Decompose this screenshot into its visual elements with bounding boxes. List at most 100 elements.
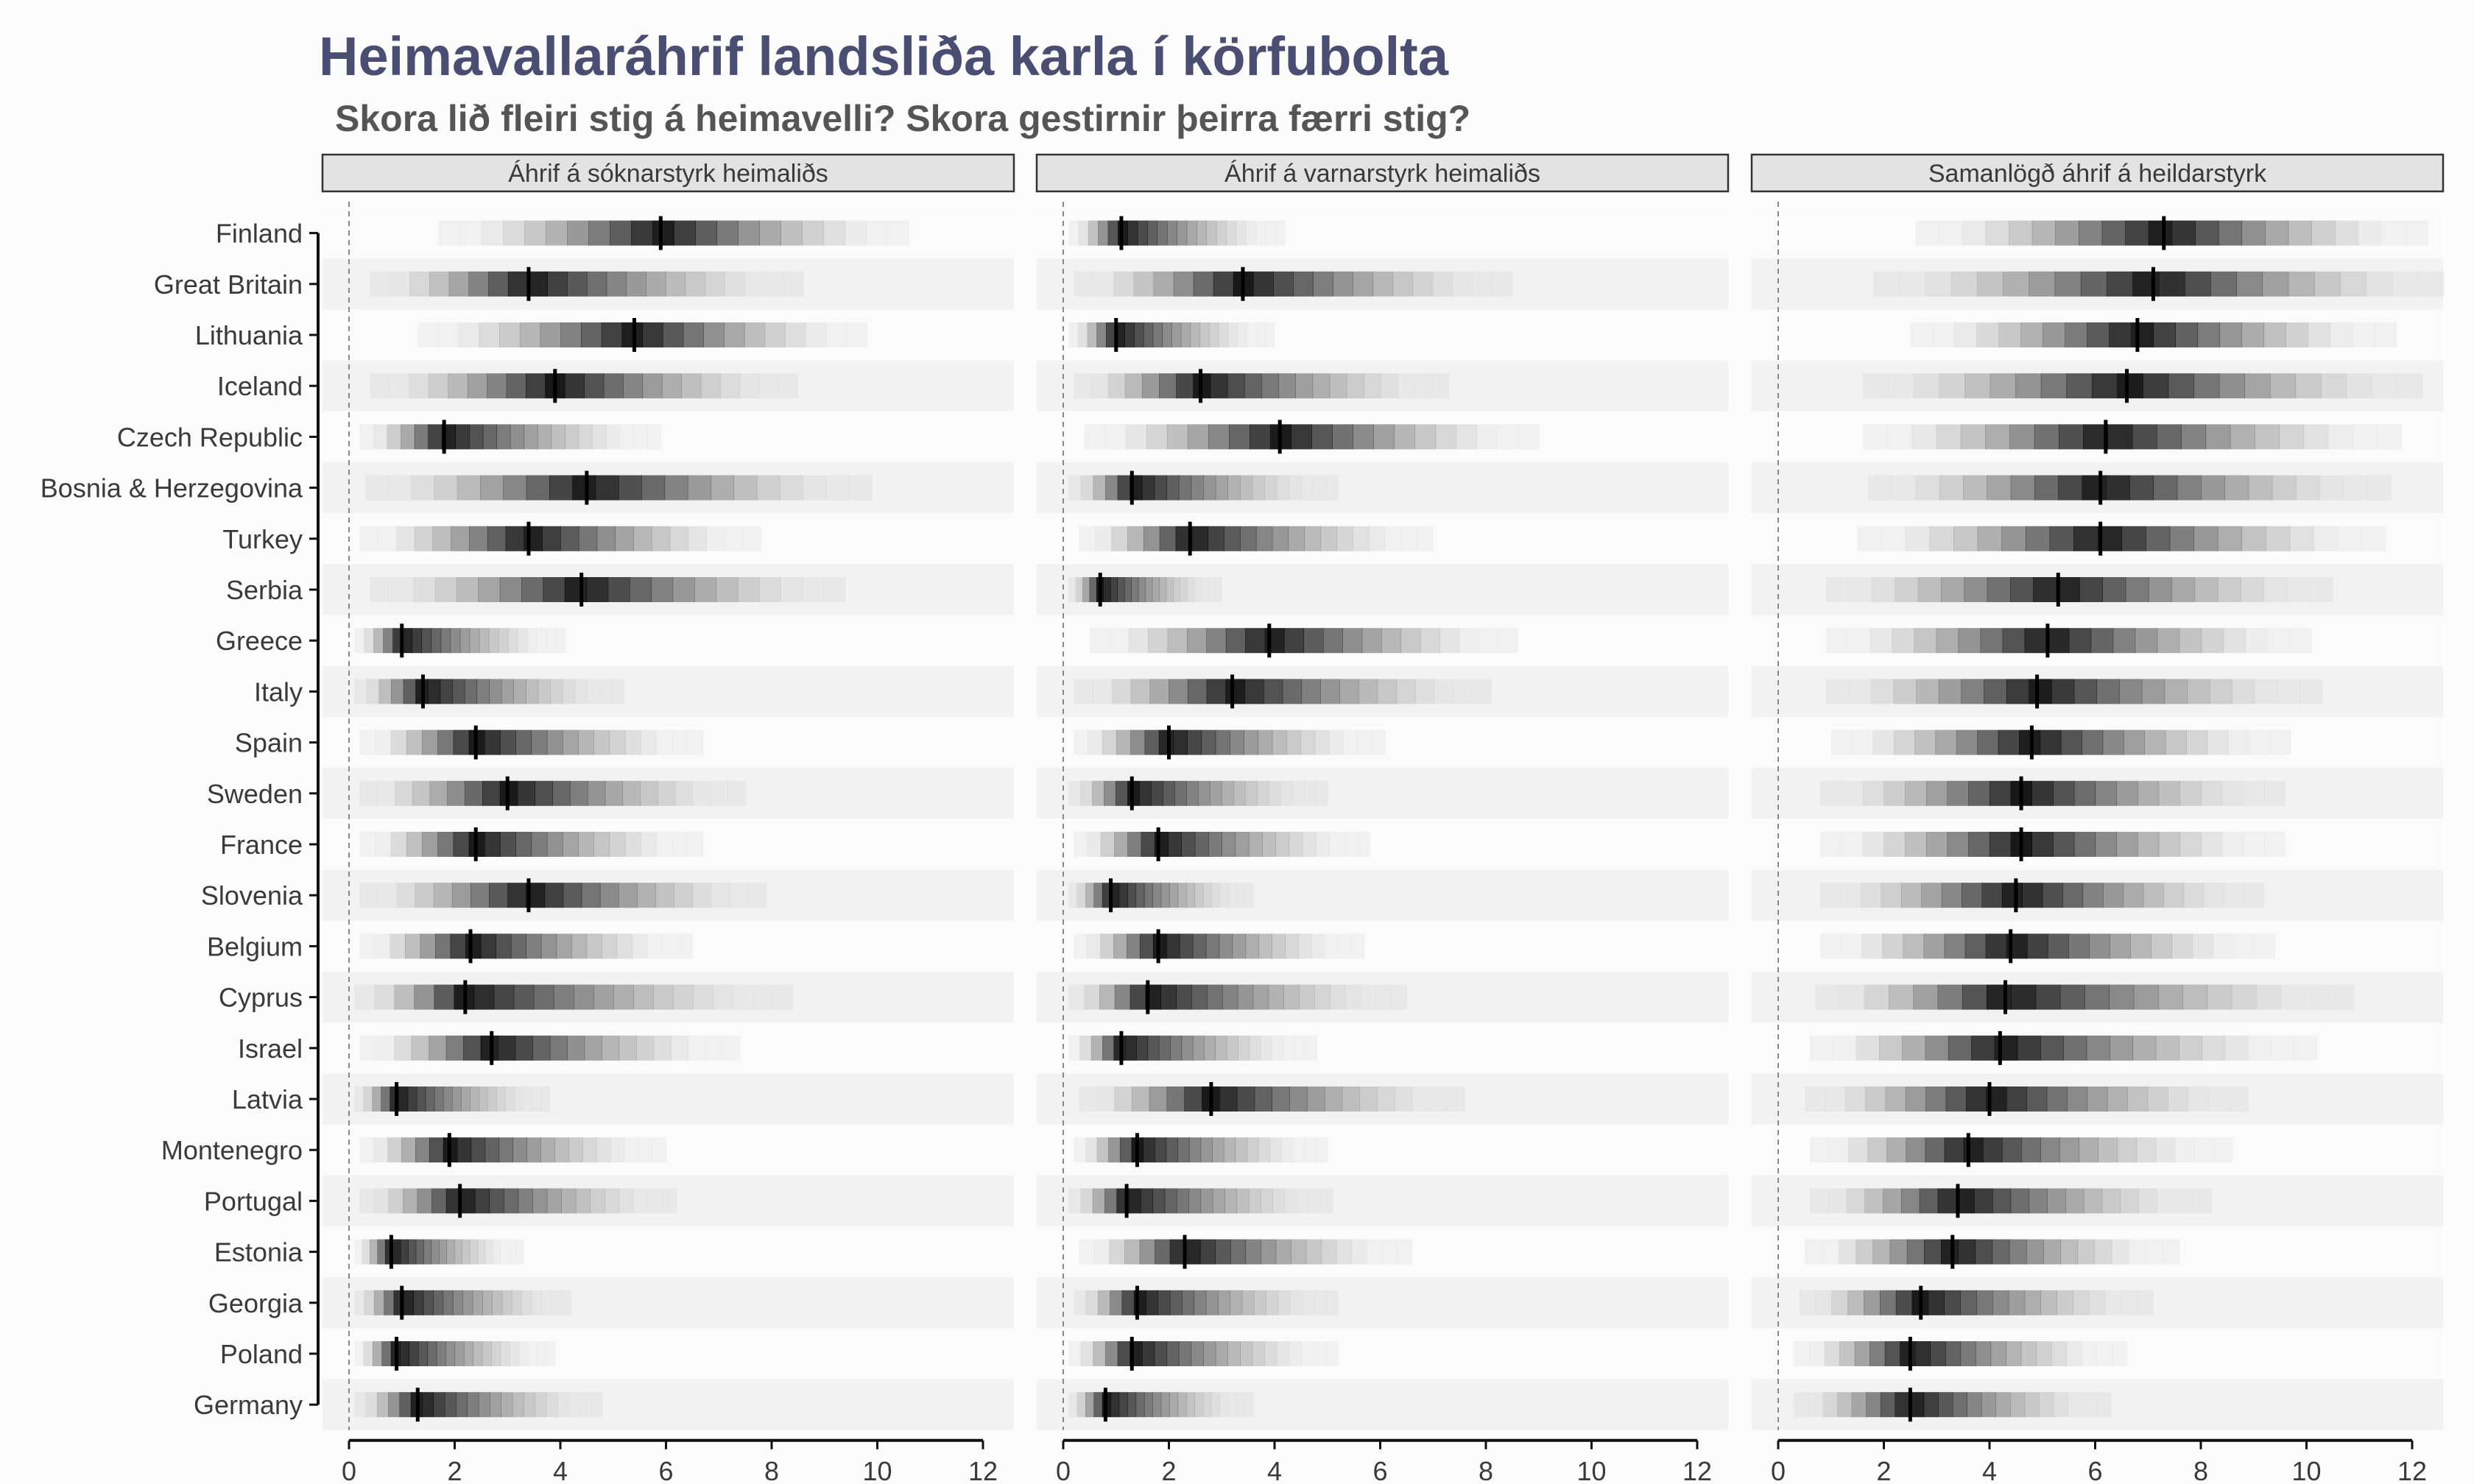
interval-segment bbox=[467, 373, 487, 399]
interval-segment bbox=[2264, 832, 2286, 857]
interval-segment bbox=[581, 883, 601, 908]
interval-segment bbox=[641, 475, 666, 501]
interval-segment bbox=[1377, 1086, 1395, 1112]
interval-segment bbox=[1952, 1392, 1967, 1418]
interval-segment bbox=[1994, 1035, 2018, 1061]
interval-segment bbox=[1197, 780, 1210, 806]
interval-segment bbox=[428, 424, 443, 450]
interval-segment bbox=[1141, 1188, 1153, 1214]
interval-segment bbox=[1881, 526, 1906, 551]
interval-segment bbox=[2010, 1188, 2030, 1214]
interval-segment bbox=[642, 322, 663, 347]
row-band bbox=[1037, 1226, 1728, 1278]
interval-segment bbox=[412, 780, 431, 806]
interval-segment bbox=[451, 883, 471, 908]
interval-segment bbox=[550, 679, 563, 704]
interval-segment bbox=[1439, 628, 1460, 654]
x-tick-label: 10 bbox=[1576, 1456, 1606, 1484]
interval-segment bbox=[2143, 883, 2164, 908]
interval-segment bbox=[1292, 1137, 1305, 1163]
interval-segment bbox=[1206, 628, 1227, 654]
row-band bbox=[323, 462, 1014, 514]
interval-segment bbox=[378, 883, 398, 908]
interval-segment bbox=[1130, 729, 1146, 755]
interval-segment bbox=[1199, 1239, 1216, 1265]
interval-segment bbox=[2193, 526, 2219, 551]
interval-segment bbox=[479, 628, 490, 654]
interval-segment bbox=[1275, 1239, 1291, 1265]
interval-segment bbox=[1102, 729, 1117, 755]
interval-segment bbox=[2049, 526, 2074, 551]
interval-segment bbox=[1110, 883, 1120, 908]
interval-segment bbox=[1110, 577, 1118, 602]
interval-segment bbox=[582, 1137, 597, 1163]
interval-segment bbox=[1820, 832, 1842, 857]
interval-segment bbox=[1209, 780, 1222, 806]
interval-segment bbox=[2313, 271, 2341, 297]
interval-segment bbox=[1143, 1137, 1155, 1163]
interval-segment bbox=[1839, 1239, 1856, 1265]
interval-segment bbox=[1272, 526, 1289, 551]
interval-segment bbox=[1833, 1035, 1857, 1061]
interval-segment bbox=[624, 729, 641, 755]
interval-segment bbox=[2294, 1035, 2318, 1061]
interval-segment bbox=[596, 526, 616, 551]
interval-segment bbox=[1895, 1290, 1913, 1315]
interval-segment bbox=[1980, 628, 2003, 654]
interval-segment bbox=[724, 322, 745, 347]
interval-segment bbox=[2033, 577, 2057, 602]
interval-segment bbox=[1258, 1137, 1271, 1163]
interval-segment bbox=[513, 984, 535, 1010]
interval-segment bbox=[471, 1137, 486, 1163]
interval-segment bbox=[469, 1239, 478, 1265]
interval-segment bbox=[1313, 271, 1333, 297]
interval-segment bbox=[354, 679, 367, 704]
interval-segment bbox=[469, 526, 488, 551]
country-label: Germany bbox=[194, 1390, 303, 1420]
interval-segment bbox=[1396, 679, 1416, 704]
interval-segment bbox=[496, 1086, 506, 1112]
interval-segment bbox=[374, 984, 395, 1010]
interval-segment bbox=[1432, 271, 1453, 297]
interval-segment bbox=[1299, 984, 1315, 1010]
interval-segment bbox=[2227, 729, 2249, 755]
interval-segment bbox=[1320, 526, 1337, 551]
interval-segment bbox=[706, 526, 725, 551]
interval-segment bbox=[1867, 1137, 1888, 1163]
interval-segment bbox=[549, 475, 573, 501]
interval-segment bbox=[1873, 271, 1900, 297]
interval-segment bbox=[390, 729, 407, 755]
interval-segment bbox=[1093, 1392, 1103, 1418]
row-band bbox=[323, 564, 1014, 615]
interval-segment bbox=[2313, 526, 2339, 551]
interval-segment bbox=[1240, 475, 1253, 501]
interval-segment bbox=[674, 780, 694, 806]
interval-segment bbox=[1230, 729, 1244, 755]
interval-segment bbox=[2353, 424, 2378, 450]
interval-segment bbox=[1240, 1341, 1253, 1366]
interval-segment bbox=[1255, 220, 1266, 246]
interval-segment bbox=[1373, 424, 1395, 450]
interval-segment bbox=[1889, 1239, 1908, 1265]
interval-segment bbox=[1415, 679, 1435, 704]
interval-segment bbox=[1208, 424, 1230, 450]
interval-segment bbox=[560, 1290, 571, 1315]
interval-segment bbox=[1286, 729, 1301, 755]
interval-segment bbox=[1261, 1188, 1273, 1214]
country-label: Estonia bbox=[214, 1237, 303, 1268]
interval-segment bbox=[568, 1137, 583, 1163]
interval-segment bbox=[1194, 1392, 1204, 1418]
interval-segment bbox=[417, 322, 439, 347]
interval-segment bbox=[606, 271, 627, 297]
interval-segment bbox=[480, 475, 504, 501]
interval-segment bbox=[2024, 628, 2048, 654]
interval-segment bbox=[737, 577, 760, 602]
x-tick-label: 12 bbox=[1682, 1456, 1712, 1484]
interval-segment bbox=[2213, 933, 2234, 959]
interval-segment bbox=[1960, 424, 1986, 450]
interval-segment bbox=[2210, 271, 2237, 297]
interval-segment bbox=[487, 526, 507, 551]
interval-segment bbox=[1153, 271, 1174, 297]
interval-segment bbox=[845, 220, 867, 246]
interval-segment bbox=[629, 577, 652, 602]
